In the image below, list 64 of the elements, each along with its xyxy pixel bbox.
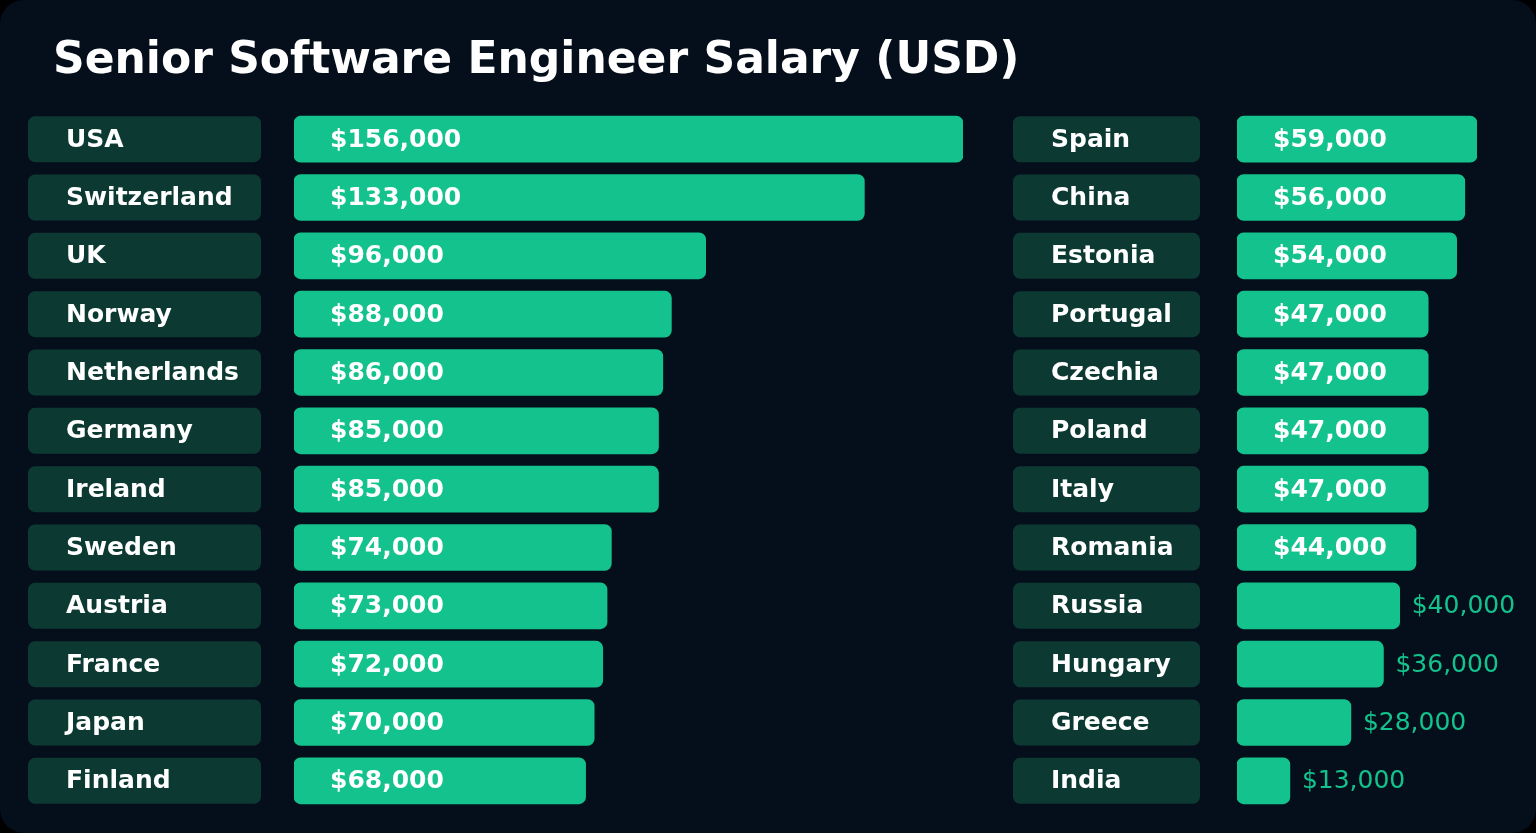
y-tick-label: Romania <box>1051 532 1174 561</box>
data-label: $72,000 <box>330 648 444 678</box>
data-label: $44,000 <box>1273 532 1387 561</box>
data-label: $88,000 <box>330 298 444 328</box>
data-label: $73,000 <box>330 590 444 620</box>
y-tick-label: Ireland <box>66 473 166 503</box>
data-label: $36,000 <box>1395 648 1499 678</box>
y-tick-label: Italy <box>1051 473 1114 503</box>
y-tick-label: Sweden <box>66 532 177 561</box>
data-label: $156,000 <box>330 123 462 153</box>
y-tick-label: UK <box>66 240 108 270</box>
y-tick-label: Hungary <box>1051 648 1171 678</box>
y-tick-label: Estonia <box>1051 240 1156 270</box>
bar <box>1237 582 1401 630</box>
data-label: $86,000 <box>330 357 444 386</box>
bar <box>294 407 659 455</box>
y-tick-label: Portugal <box>1051 298 1172 328</box>
y-tick-label: India <box>1051 765 1122 795</box>
y-tick-label: Austria <box>66 590 168 620</box>
data-label: $85,000 <box>330 415 444 445</box>
y-tick-label: Norway <box>66 298 172 328</box>
data-label: $47,000 <box>1273 415 1387 445</box>
bar <box>1237 757 1291 805</box>
bar <box>294 349 664 396</box>
data-label: $28,000 <box>1362 707 1467 736</box>
y-tick-label: Germany <box>66 415 193 445</box>
bar <box>294 699 595 746</box>
bar <box>1237 699 1352 746</box>
y-tick-label: Poland <box>1051 415 1148 445</box>
bar <box>294 290 672 338</box>
data-label: $47,000 <box>1273 473 1387 503</box>
y-tick-label: Greece <box>1051 707 1150 736</box>
bar <box>294 115 963 163</box>
data-label: $70,000 <box>330 707 444 736</box>
y-tick-label: Finland <box>66 765 171 795</box>
bar <box>1237 640 1384 688</box>
y-tick-label: China <box>1051 182 1131 211</box>
data-label: $133,000 <box>330 182 462 211</box>
data-label: $47,000 <box>1273 357 1387 386</box>
y-tick-label: Switzerland <box>66 182 233 211</box>
data-label: $56,000 <box>1273 182 1387 211</box>
data-label: $68,000 <box>330 765 444 795</box>
y-tick-label: Netherlands <box>66 357 239 386</box>
bar <box>294 640 604 688</box>
y-tick-label: Japan <box>64 707 145 736</box>
bar <box>294 582 608 630</box>
data-label: $13,000 <box>1301 765 1406 795</box>
y-tick-label: Czechia <box>1051 357 1159 386</box>
chart-title: Senior Software Engineer Salary (USD) <box>53 32 1020 83</box>
data-label: $85,000 <box>330 473 444 503</box>
data-label: $96,000 <box>330 240 444 270</box>
bar <box>294 465 659 513</box>
data-label: $59,000 <box>1273 123 1387 153</box>
y-tick-label: Russia <box>1051 590 1144 620</box>
y-tick-label: Spain <box>1051 123 1131 153</box>
data-label: $47,000 <box>1273 298 1387 328</box>
bar <box>294 232 707 280</box>
y-tick-label: France <box>66 648 161 678</box>
data-label: $74,000 <box>330 532 444 561</box>
y-tick-label: USA <box>66 123 125 153</box>
data-label: $54,000 <box>1273 240 1387 270</box>
bar <box>294 174 865 221</box>
bar <box>294 524 612 571</box>
data-label: $40,000 <box>1411 590 1516 620</box>
